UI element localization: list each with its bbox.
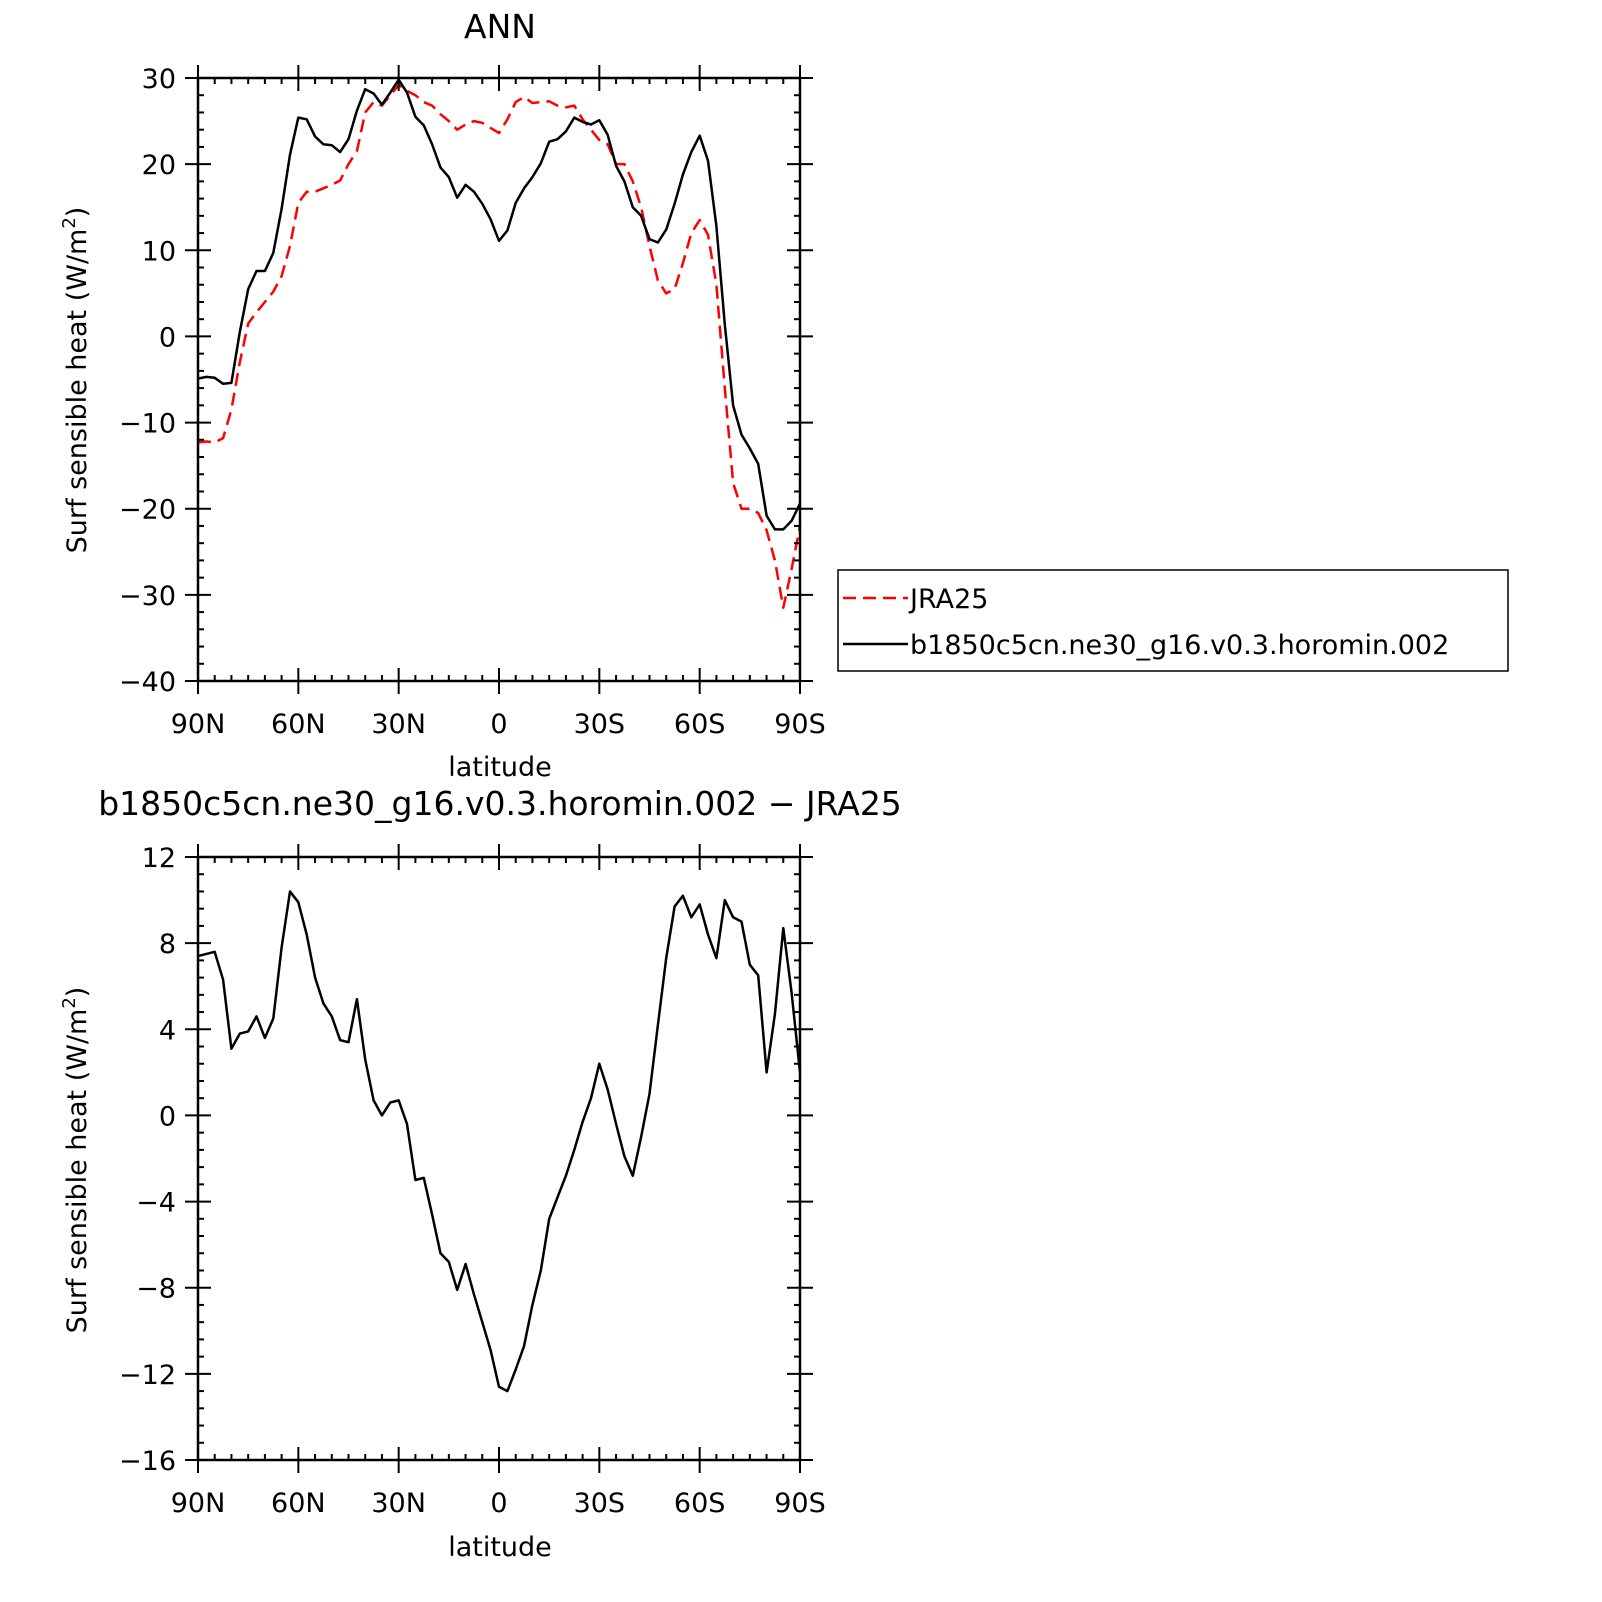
x-tick-label: 60N xyxy=(271,1488,326,1519)
y-tick-label: −8 xyxy=(136,1274,176,1305)
x-tick-label: 30N xyxy=(371,1488,426,1519)
series-line-0-1 xyxy=(197,78,802,531)
x-tick-label: 90N xyxy=(171,709,226,740)
y-tick-label: 12 xyxy=(142,843,176,874)
bottom-axes-group: 90N 60N 30N 0 30S 60S 90S −16 −12 −8 −4 0 4 8 12 xyxy=(119,843,826,1519)
legend-label-model: b1850c5cn.ne30_g16.v0.3.horomin.002 xyxy=(910,630,1449,661)
top-x-axis-label: latitude xyxy=(448,752,552,783)
bottom-panel: b1850c5cn.ne30_g16.v0.3.horomin.002 − JR… xyxy=(59,784,902,1563)
x-tick-label: 60S xyxy=(674,709,726,740)
top-axes-group: 90N 60N 30N 0 30S 60S 90S −40 −30 −20 −10 0 10 20 30 xyxy=(119,64,826,740)
top-chart-title: ANN xyxy=(464,7,536,46)
y-tick-label: 30 xyxy=(142,64,176,95)
legend: JRA25 b1850c5cn.ne30_g16.v0.3.horomin.00… xyxy=(837,569,1509,672)
legend-box xyxy=(837,569,1509,672)
y-tick-label: 20 xyxy=(142,150,176,181)
y-tick-label: 8 xyxy=(159,929,176,960)
top-y-axis-label-main: Surf sensible heat (W/m xyxy=(62,229,93,554)
y-tick-label: 4 xyxy=(159,1015,176,1046)
x-tick-label: 0 xyxy=(490,1488,507,1519)
y-tick-label: −20 xyxy=(119,495,176,526)
y-tick-label: −30 xyxy=(119,581,176,612)
bottom-x-axis-label: latitude xyxy=(448,1532,552,1563)
bottom-y-axis-label-end: ) xyxy=(62,987,93,998)
top-y-axis-label-sup: 2 xyxy=(59,217,80,228)
bottom-y-axis-label-main: Surf sensible heat (W/m xyxy=(62,1009,93,1334)
y-tick-label: −4 xyxy=(136,1188,176,1219)
bottom-y-axis-label-sup: 2 xyxy=(59,997,80,1008)
y-tick-label: −40 xyxy=(119,667,176,698)
top-y-axis-label-end: ) xyxy=(62,207,93,218)
x-tick-label: 0 xyxy=(490,709,507,740)
series-line-0-0 xyxy=(197,83,802,610)
x-tick-label: 90N xyxy=(171,1488,226,1519)
x-tick-label: 30S xyxy=(574,1488,626,1519)
top-y-axis-label: Surf sensible heat (W/m2) xyxy=(59,207,93,554)
x-tick-label: 60N xyxy=(271,709,326,740)
y-tick-label: −16 xyxy=(119,1446,176,1477)
y-tick-label: 0 xyxy=(159,322,176,353)
top-panel: ANN 90N 60N 30N 0 30S 60S 90S −40 −30 −20 −10 0 10 20… xyxy=(59,7,1509,783)
y-tick-label: 10 xyxy=(142,236,176,267)
x-tick-label: 60S xyxy=(674,1488,726,1519)
y-tick-label: 0 xyxy=(159,1101,176,1132)
y-tick-label: −10 xyxy=(119,409,176,440)
x-tick-label: 30N xyxy=(371,709,426,740)
y-tick-label: −12 xyxy=(119,1360,176,1391)
bottom-chart-title: b1850c5cn.ne30_g16.v0.3.horomin.002 − JR… xyxy=(98,784,902,823)
legend-label-jra25: JRA25 xyxy=(908,584,988,615)
x-tick-label: 90S xyxy=(774,709,826,740)
x-tick-label: 90S xyxy=(774,1488,826,1519)
series-line-1-0 xyxy=(197,890,802,1393)
bottom-y-axis-label: Surf sensible heat (W/m2) xyxy=(59,987,93,1334)
top-series-group xyxy=(197,78,802,610)
bottom-series-group xyxy=(197,890,802,1393)
x-tick-label: 30S xyxy=(574,709,626,740)
bottom-plot-frame xyxy=(196,855,802,1462)
